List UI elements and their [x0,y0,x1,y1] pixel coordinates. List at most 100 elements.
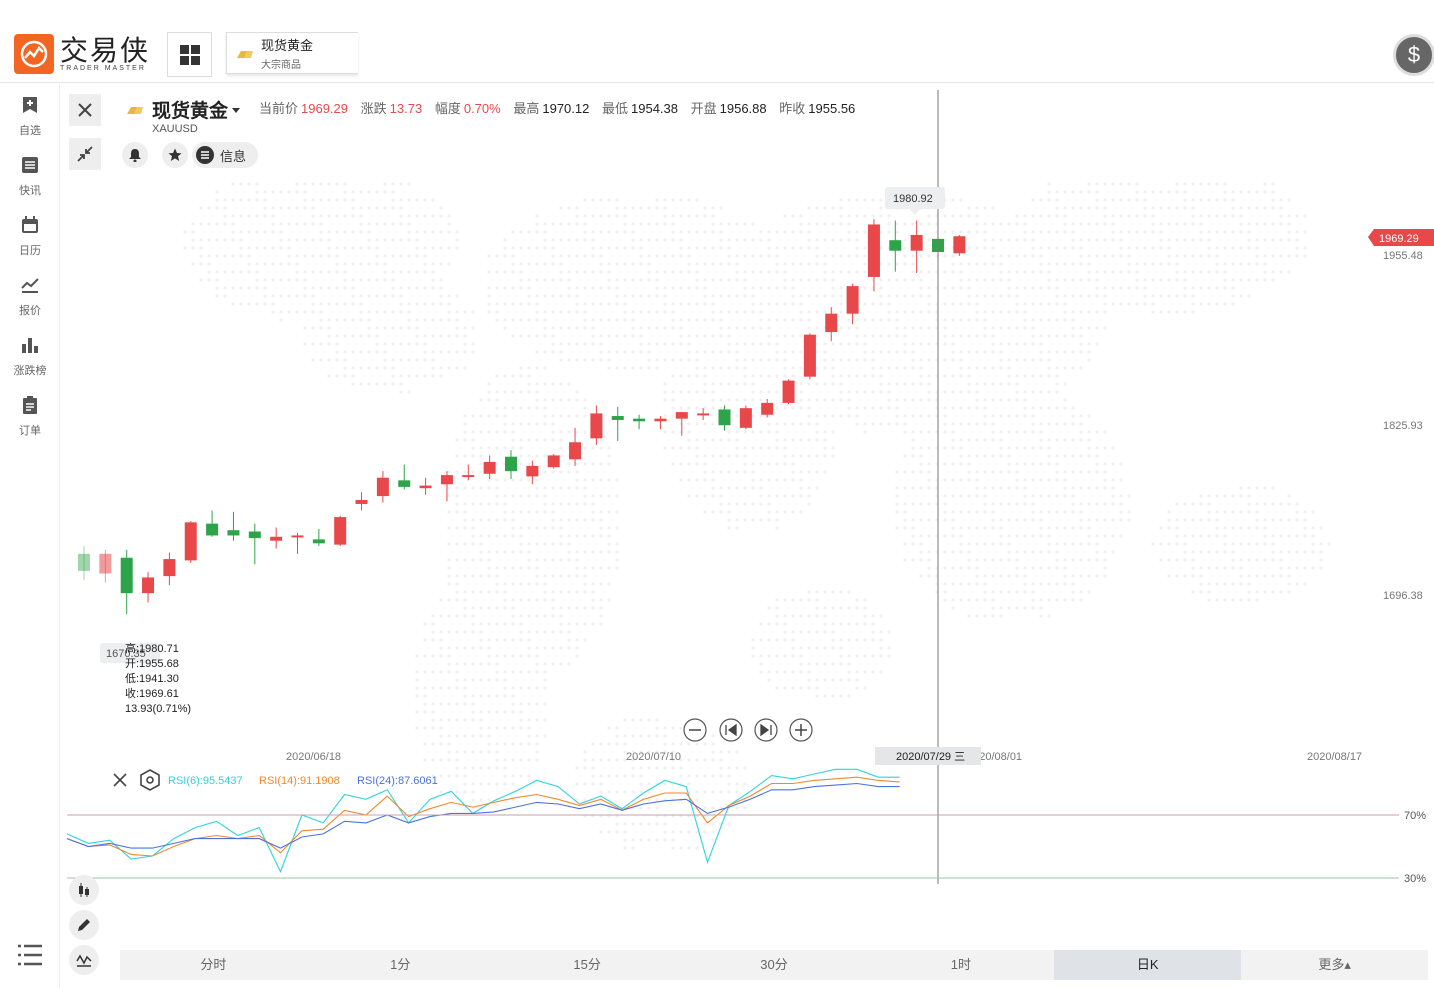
caret-down-icon[interactable] [231,106,241,114]
y-axis-label: 1825.93 [1383,420,1423,432]
high-label: 最高 [513,101,540,116]
candle-body [291,535,304,538]
candle-body [184,522,197,561]
collapse-chart-button[interactable] [69,138,101,170]
apps-grid-button[interactable] [167,32,212,77]
candle-body [163,559,176,577]
chart-panel: 现货黄金 XAUUSD 当前价 1969.29 涨跌 13.73 幅度 0.70% 最… [61,84,1434,988]
crosshair-date: 2020/07/29 三 [896,751,965,763]
sidebar-item-orders[interactable]: 订单 [0,396,60,438]
tooltip-change: 13.93(0.71%) [125,703,191,715]
app-logo[interactable]: 交易侠 TRADER MASTER [14,34,150,74]
rsi6-label: RSI(6):95.5437 [168,775,243,787]
sidebar-item-news[interactable]: 快讯 [0,156,60,198]
alert-button[interactable] [122,142,148,168]
indicator-wave-icon [76,954,92,967]
quote-summary: 当前价 1969.29 涨跌 13.73 幅度 0.70% 最高 1970.12 最低 1… [259,98,858,117]
clipboard-icon [23,396,37,414]
candle-body [697,413,710,416]
candle-body [270,536,283,541]
high-marker-value: 1980.92 [893,193,933,205]
favorite-button[interactable] [162,142,188,168]
symbol-header[interactable]: 现货黄金 XAUUSD [124,96,241,135]
candle-body [846,286,859,314]
menu-icon[interactable] [18,944,42,971]
period-tab-1m[interactable]: 1分 [390,957,411,972]
candle-body [78,553,90,571]
x-axis-label: 2020/08/17 [1307,751,1362,763]
period-tab-tick[interactable]: 分时 [200,957,227,972]
sidebar-item-watchlist[interactable]: 自选 [0,96,60,138]
candle-body [419,485,432,489]
dollar-icon[interactable]: $ [1393,34,1434,76]
high-marker-box [885,187,945,209]
candle-type-button[interactable] [69,875,99,905]
sidebar-item-label: 自选 [19,125,41,137]
candle-body [889,240,902,251]
low-marker-box [100,643,160,663]
candle-body [910,234,923,251]
sidebar-item-label: 涨跌榜 [13,365,47,377]
skip-forward-button[interactable] [754,718,778,742]
period-tab-30m[interactable]: 30分 [760,957,788,972]
candle-body [803,334,816,377]
candle-body [312,539,325,544]
gold-bar-icon [127,107,143,114]
candle-body [526,465,539,477]
low-value: 1954.38 [631,101,678,116]
sidebar-item-label: 报价 [19,305,41,317]
symbol-tab[interactable]: 现货黄金 大宗商品 [226,32,358,74]
logo-mark-icon [14,34,54,74]
tab-subtitle: 大宗商品 [261,60,301,71]
rsi14-label: RSI(14):91.1908 [259,775,340,787]
sidebar-item-label: 日历 [19,245,41,257]
open-label: 开盘 [690,101,717,116]
zoom-out-button[interactable] [683,718,707,742]
rsi24-line [66,782,900,849]
prev-close-label: 昨收 [779,101,806,116]
world-map-background [183,182,1331,850]
candlestick-chart[interactable]: 70% 30% 1969.29 1955.48 1825.93 1696.38 … [61,84,1434,884]
candle-body [654,418,667,422]
period-tabs: 分时 1分 15分 30分 1时 日K 更多▴ [120,950,1428,980]
x-axis-label: 2020/06/18 [286,751,341,763]
candle-body [782,380,795,403]
settings-hex-icon[interactable] [140,769,160,791]
logo-text-en: TRADER MASTER [60,64,146,72]
line-chart-icon [21,278,39,293]
sidebar-item-quotes[interactable]: 报价 [0,276,60,318]
close-chart-button[interactable] [69,94,101,126]
candle-body [120,557,133,594]
close-indicator-icon[interactable] [113,773,127,787]
period-tab-15m[interactable]: 15分 [573,957,601,972]
candle-body [867,224,880,277]
candle-body [547,455,560,468]
sidebar-item-calendar[interactable]: 日历 [0,216,60,258]
zoom-in-button[interactable] [789,718,813,742]
candle-body [227,530,240,536]
skip-forward-icon [760,723,772,737]
info-label: 信息 [220,148,247,164]
candle-body [633,418,646,422]
draw-tool-button[interactable] [69,910,99,940]
sidebar-item-label: 快讯 [19,185,41,197]
period-tab-more[interactable]: 更多▴ [1318,957,1351,972]
candle-body [590,413,603,439]
period-tab-daily[interactable]: 日K [1054,950,1242,980]
candle-body [334,517,347,545]
sidebar-item-movers[interactable]: 涨跌榜 [0,336,60,378]
tab-title: 现货黄金 [261,38,314,53]
x-axis-label: 2020/07/10 [626,751,681,763]
skip-back-button[interactable] [719,718,743,742]
price-label: 当前价 [259,101,299,116]
y-axis-label: 1696.38 [1383,590,1423,602]
list-circle-icon [196,146,214,164]
candle-body [462,475,475,478]
y-axis-label: 1955.48 [1383,250,1423,262]
candle-body [99,553,112,574]
period-tab-1h[interactable]: 1时 [950,957,971,972]
info-button[interactable]: 信息 [192,142,258,168]
indicator-button[interactable] [69,945,99,975]
candle-body [440,475,453,485]
zoom-in-icon [795,724,807,736]
